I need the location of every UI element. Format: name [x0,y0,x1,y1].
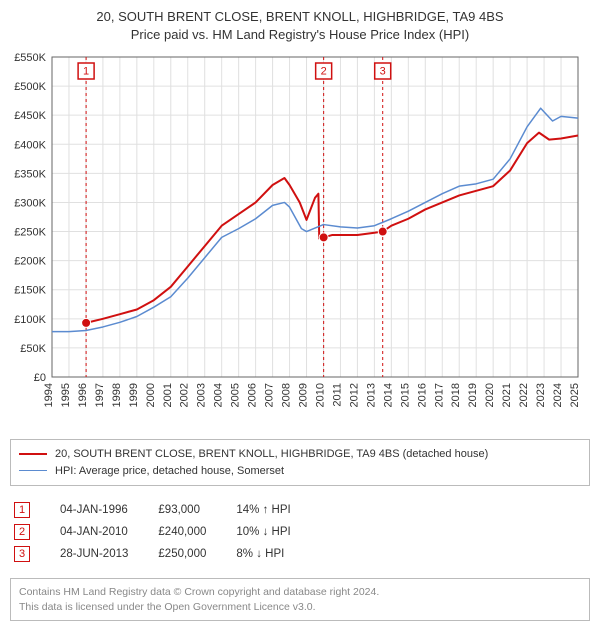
svg-text:£300K: £300K [14,198,46,210]
svg-text:£550K: £550K [14,52,46,64]
chart-container: 20, SOUTH BRENT CLOSE, BRENT KNOLL, HIGH… [0,0,600,631]
svg-text:2019: 2019 [467,383,479,407]
event-row: 3 28-JUN-2013£250,0008% ↓ HPI [10,546,291,562]
svg-text:2001: 2001 [162,383,174,407]
event-table: 1 04-JAN-1996£93,00014% ↑ HPI 2 04-JAN-2010… [10,496,291,568]
footer-attribution: Contains HM Land Registry data © Crown c… [10,578,590,621]
svg-text:2012: 2012 [348,383,360,407]
svg-text:1996: 1996 [77,383,89,407]
svg-text:2021: 2021 [501,383,513,407]
svg-text:2008: 2008 [281,383,293,407]
svg-text:2016: 2016 [416,383,428,407]
svg-text:£50K: £50K [20,343,46,355]
svg-text:2022: 2022 [518,383,530,407]
svg-text:£0: £0 [34,372,46,384]
svg-text:1: 1 [83,66,89,78]
svg-text:£100K: £100K [14,314,46,326]
legend-swatch [19,470,47,471]
svg-text:£450K: £450K [14,110,46,122]
legend-label: HPI: Average price, detached house, Some… [55,463,284,480]
event-delta: 14% ↑ HPI [236,502,290,518]
svg-text:2006: 2006 [247,383,259,407]
chart-plot-area: £0 £50K £100K £150K £200K £250K £300K £350K £400… [10,49,586,429]
event-marker-cell: 2 [10,524,60,540]
event-price: £93,000 [158,502,236,518]
svg-text:1994: 1994 [43,383,55,407]
svg-text:2020: 2020 [484,383,496,407]
svg-text:2003: 2003 [196,383,208,407]
event-date: 28-JUN-2013 [60,546,158,562]
event-row: 1 04-JAN-1996£93,00014% ↑ HPI [10,502,291,518]
svg-text:2014: 2014 [382,383,394,407]
event-date: 04-JAN-2010 [60,524,158,540]
svg-text:2025: 2025 [569,383,581,407]
chart-svg: £0 £50K £100K £150K £200K £250K £300K £350K £400… [10,49,586,429]
event-price: £250,000 [158,546,236,562]
svg-text:£500K: £500K [14,81,46,93]
svg-text:2018: 2018 [450,383,462,407]
svg-text:£350K: £350K [14,168,46,180]
svg-text:1999: 1999 [128,383,140,407]
event-price: £240,000 [158,524,236,540]
svg-text:2: 2 [321,66,327,78]
svg-text:2005: 2005 [230,383,242,407]
event-marker-cell: 3 [10,546,60,562]
event-marker: 3 [14,546,30,562]
svg-text:2015: 2015 [399,383,411,407]
event-marker: 1 [14,502,30,518]
svg-text:2007: 2007 [264,383,276,407]
svg-text:2000: 2000 [145,383,157,407]
footer-line-1: Contains HM Land Registry data © Crown c… [19,585,581,600]
chart-title: 20, SOUTH BRENT CLOSE, BRENT KNOLL, HIGH… [10,8,590,43]
svg-text:2002: 2002 [179,383,191,407]
event-row: 2 04-JAN-2010£240,00010% ↓ HPI [10,524,291,540]
svg-text:1995: 1995 [60,383,72,407]
event-date: 04-JAN-1996 [60,502,158,518]
event-delta: 8% ↓ HPI [236,546,290,562]
footer-line-2: This data is licensed under the Open Gov… [19,600,581,615]
event-marker-cell: 1 [10,502,60,518]
svg-text:2010: 2010 [314,383,326,407]
svg-text:2024: 2024 [552,383,564,407]
svg-text:£250K: £250K [14,227,46,239]
svg-text:1997: 1997 [94,383,106,407]
svg-text:1998: 1998 [111,383,123,407]
event-marker: 2 [14,524,30,540]
svg-text:2004: 2004 [213,383,225,407]
svg-text:2017: 2017 [433,383,445,407]
legend-row: HPI: Average price, detached house, Some… [19,463,581,480]
legend-swatch [19,453,47,455]
svg-text:2009: 2009 [298,383,310,407]
svg-text:£200K: £200K [14,256,46,268]
title-line-1: 20, SOUTH BRENT CLOSE, BRENT KNOLL, HIGH… [10,8,590,26]
svg-text:2011: 2011 [331,383,343,407]
legend-label: 20, SOUTH BRENT CLOSE, BRENT KNOLL, HIGH… [55,446,488,463]
svg-text:£400K: £400K [14,139,46,151]
event-delta: 10% ↓ HPI [236,524,290,540]
svg-text:£150K: £150K [14,285,46,297]
svg-text:2023: 2023 [535,383,547,407]
svg-text:3: 3 [380,66,386,78]
legend: 20, SOUTH BRENT CLOSE, BRENT KNOLL, HIGH… [10,439,590,486]
svg-text:2013: 2013 [365,383,377,407]
legend-row: 20, SOUTH BRENT CLOSE, BRENT KNOLL, HIGH… [19,446,581,463]
title-line-2: Price paid vs. HM Land Registry's House … [10,26,590,44]
